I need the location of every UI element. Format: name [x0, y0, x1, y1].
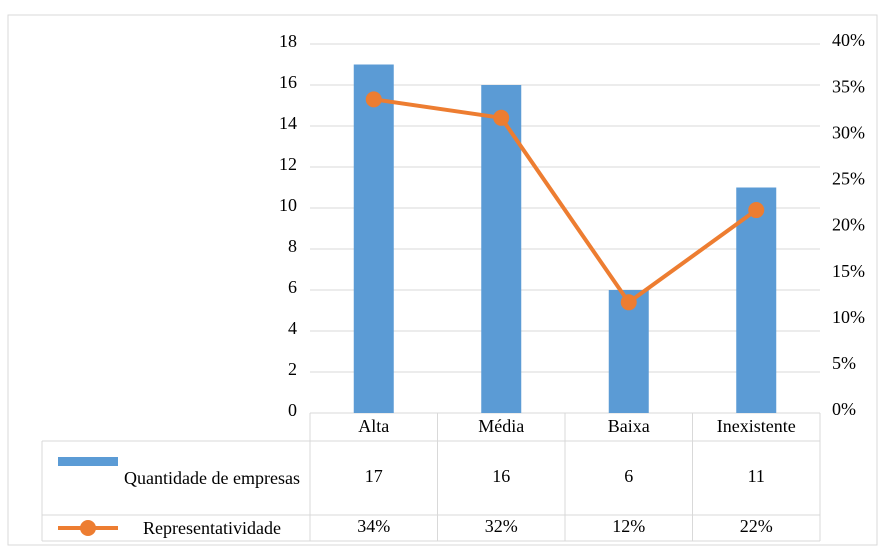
y-tick-label: 8 — [288, 236, 297, 256]
x-tick-label: Média — [478, 416, 524, 436]
y-tick-label: 12 — [279, 154, 297, 174]
legend-key-marker — [80, 520, 96, 536]
table-value: 12% — [612, 516, 645, 536]
y2-tick-label: 15% — [832, 261, 865, 281]
y2-tick-label: 5% — [832, 353, 856, 373]
bar — [736, 187, 777, 413]
line-marker — [493, 109, 510, 126]
line-marker — [748, 202, 765, 219]
y2-tick-label: 0% — [832, 399, 856, 419]
bar — [608, 290, 649, 413]
chart-border — [7, 14, 878, 546]
y2-tick-label: 10% — [832, 307, 865, 327]
y-tick-label: 14 — [279, 113, 297, 133]
table-value: 16 — [492, 466, 510, 486]
table-value: 34% — [357, 516, 390, 536]
y2-tick-label: 30% — [832, 122, 865, 142]
x-tick-label: Inexistente — [717, 416, 796, 436]
y-tick-label: 0 — [288, 400, 297, 420]
x-tick-label: Baixa — [608, 416, 650, 436]
line-marker — [620, 294, 637, 311]
table-value: 11 — [748, 466, 765, 486]
x-tick-label: Alta — [358, 416, 389, 436]
y2-tick-label: 25% — [832, 169, 865, 189]
y-tick-label: 16 — [279, 72, 297, 92]
legend-label: Representatividade — [143, 518, 281, 538]
bar — [353, 64, 394, 413]
table-value: 22% — [740, 516, 773, 536]
legend-label-box: Quantidade de empresas — [124, 468, 300, 488]
y2-tick-label: 35% — [832, 76, 865, 96]
y-tick-label: 6 — [288, 277, 297, 297]
table-value: 6 — [624, 466, 633, 486]
y2-tick-label: 40% — [832, 30, 865, 50]
legend-label-box: Representatividade — [143, 518, 281, 538]
line — [373, 97, 758, 305]
line-marker — [365, 91, 382, 108]
table-value: 32% — [485, 516, 518, 536]
bar — [481, 85, 522, 413]
legend-label: Quantidade de empresas — [124, 468, 300, 488]
y-tick-label: 2 — [288, 359, 297, 379]
y2-tick-label: 20% — [832, 215, 865, 235]
table-value: 17 — [365, 466, 383, 486]
y-tick-label: 10 — [279, 195, 297, 215]
y-tick-label: 18 — [279, 31, 297, 51]
y-tick-label: 4 — [288, 318, 297, 338]
legend-key — [58, 457, 118, 466]
